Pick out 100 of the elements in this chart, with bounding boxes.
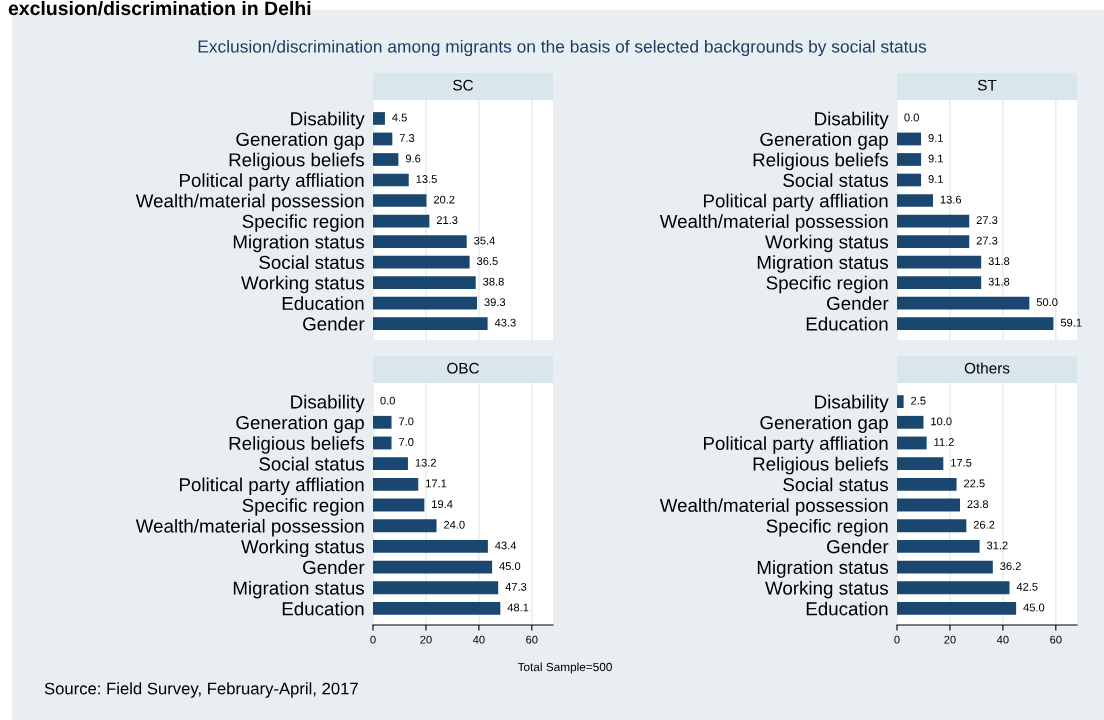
y-tick-label: Working status — [241, 275, 364, 294]
bar — [897, 498, 960, 512]
y-tick-label: Generation gap — [236, 415, 364, 433]
bar — [373, 317, 488, 330]
data-label: 0.0 — [904, 113, 919, 122]
data-label: 13.2 — [415, 458, 436, 467]
x-tick-label: 60 — [526, 635, 538, 644]
data-label: 39.3 — [484, 298, 506, 307]
data-label: 7.0 — [399, 417, 414, 426]
data-label: 38.8 — [483, 277, 504, 286]
y-tick-label: Disability — [815, 111, 889, 130]
chart-title: SC — [453, 79, 474, 91]
x-tick-label: 20 — [944, 635, 956, 644]
data-label: 21.3 — [436, 216, 458, 225]
bar — [897, 214, 970, 228]
data-label: 9.6 — [405, 154, 421, 163]
bar — [897, 276, 982, 289]
data-label: 27.3 — [976, 216, 998, 225]
data-label: 17.5 — [951, 458, 972, 467]
y-tick-label: Wealth/material possession — [659, 214, 888, 232]
x-tick-label: 40 — [996, 635, 1009, 644]
y-tick-label: Generation gap — [760, 132, 888, 150]
data-label: 26.2 — [973, 520, 995, 529]
bar — [897, 395, 904, 409]
data-label: 7.0 — [399, 438, 414, 446]
data-label: 31.8 — [988, 277, 1010, 286]
data-label: 9.1 — [928, 175, 943, 183]
bar — [373, 132, 393, 146]
y-tick-label: Political party affliation — [179, 477, 364, 496]
y-tick-label: Specific region — [766, 275, 888, 294]
data-label: 45.0 — [1023, 603, 1045, 612]
bar — [373, 153, 399, 166]
y-tick-label: Education — [806, 316, 888, 331]
data-label: 19.4 — [432, 500, 453, 509]
bar — [373, 296, 478, 310]
y-tick-label: Religious beliefs — [753, 456, 888, 475]
bar — [373, 560, 493, 574]
data-label: 35.4 — [474, 236, 495, 245]
data-label: 59.1 — [1060, 318, 1082, 327]
bar — [897, 235, 970, 248]
bar — [373, 173, 409, 187]
y-tick-label: Social status — [259, 456, 364, 471]
y-tick-label: Working status — [765, 234, 888, 253]
x-tick-label: 60 — [1050, 635, 1062, 644]
data-label: 43.4 — [495, 541, 517, 550]
data-label: 27.3 — [976, 236, 998, 245]
y-tick-label: Social status — [783, 477, 888, 492]
bar — [373, 436, 392, 450]
y-tick-label: Disability — [815, 394, 889, 413]
y-tick-label: Specific region — [242, 214, 364, 232]
y-tick-label: Gender — [303, 316, 365, 331]
text: Exclusion/discrimination among migrants on the basis of selected backgrounds by social status — [198, 39, 927, 57]
bar — [897, 560, 993, 574]
bar — [897, 477, 957, 491]
source-note: Source: Field Survey, February-April, 2017 — [44, 682, 358, 698]
x-tick-label: 40 — [472, 635, 485, 644]
y-tick-label: Specific region — [766, 518, 888, 537]
bar — [897, 436, 927, 450]
y-tick-label: Migration status — [233, 580, 364, 599]
y-tick-label: Migration status — [757, 255, 888, 273]
data-label: 13.6 — [940, 195, 962, 204]
bar — [373, 276, 476, 289]
y-tick-label: Gender — [827, 296, 889, 311]
y-tick-label: Wealth/material possession — [659, 498, 888, 516]
bar — [373, 255, 470, 269]
y-tick-label: Political party affliation — [703, 436, 888, 454]
bar — [897, 602, 1017, 615]
data-label: 42.5 — [1016, 582, 1038, 591]
x-tick-label: 0 — [894, 635, 900, 644]
y-tick-label: Disability — [291, 111, 365, 130]
y-tick-label: Wealth/material possession — [135, 193, 364, 212]
data-label: 11.2 — [934, 438, 954, 446]
data-label: 36.2 — [1000, 562, 1021, 571]
y-tick-label: Wealth/material possession — [135, 518, 364, 537]
bar — [897, 255, 982, 269]
data-label: 0.0 — [380, 396, 395, 405]
data-label: 31.2 — [986, 541, 1008, 550]
y-tick-label: Religious beliefs — [229, 152, 364, 171]
bar — [897, 539, 980, 553]
chart-title: OBC — [447, 362, 479, 374]
data-label: 22.5 — [964, 479, 985, 488]
y-tick-label: Religious beliefs — [753, 152, 888, 171]
y-tick-label: Education — [282, 296, 364, 311]
bar — [373, 214, 430, 228]
bar — [373, 112, 385, 125]
y-tick-label: Working status — [765, 580, 888, 599]
bar — [373, 415, 392, 429]
data-label: 13.5 — [416, 175, 437, 183]
y-tick-label: Social status — [259, 255, 364, 270]
data-label: 45.0 — [499, 562, 521, 571]
data-label: 50.0 — [1036, 298, 1058, 307]
data-label: 31.8 — [988, 257, 1010, 266]
data-label: 20.2 — [433, 195, 455, 204]
y-tick-label: Gender — [303, 560, 365, 575]
data-label: 24.0 — [444, 520, 465, 529]
x-tick-label: 0 — [370, 635, 376, 644]
y-tick-label: Migration status — [233, 234, 364, 253]
text: exclusion/discrimination in Delhi — [8, 0, 311, 16]
bar — [373, 581, 499, 595]
y-tick-label: Social status — [783, 173, 888, 187]
